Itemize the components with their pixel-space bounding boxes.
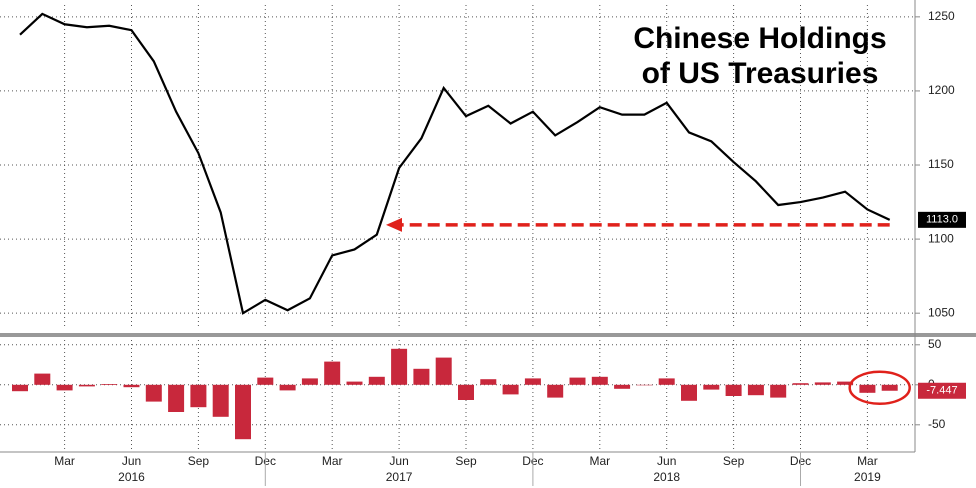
bar [34,373,51,385]
chart-subtitle: of US Treasuries [642,57,879,90]
x-tick-label: Jun [122,454,141,468]
bar [368,376,385,385]
bar [837,381,854,385]
last-value-label: 1113.0 [926,214,958,226]
bar [391,348,408,385]
bar [658,378,675,385]
last-value-box [918,211,966,228]
bar [859,384,876,393]
x-tick-label: Sep [188,454,210,468]
bar [324,361,341,385]
x-tick-label: Jun [389,454,408,468]
bar [770,384,787,398]
bar [235,384,251,440]
bar [78,384,95,387]
bar [190,384,207,408]
last-value-box [918,382,966,399]
x-tick-label: Mar [589,454,610,468]
y-tick-label: 1200 [928,83,955,97]
year-label: 2016 [118,470,145,484]
x-tick-label: Mar [322,454,343,468]
x-tick-label: Sep [455,454,477,468]
line [19,12,891,315]
bar [524,378,541,385]
arrow-head [386,217,402,232]
highlight-circle [848,370,911,406]
y-tick-label: 50 [928,337,942,351]
y-tick-label: 1050 [928,305,955,319]
y-tick-label: 1100 [928,231,954,245]
bar [792,383,809,385]
bar [101,384,118,385]
bar [814,382,831,385]
y-tick-label: 1250 [928,9,955,23]
bar [123,384,140,388]
bar [168,384,185,412]
x-tick-label: Mar [54,454,75,468]
last-value-label: -7.447 [926,385,957,397]
y-tick-label: 1150 [928,157,954,171]
bar [413,368,430,385]
year-label: 2017 [386,470,413,484]
bar [12,384,28,392]
bar [681,384,697,401]
bar [569,377,586,385]
bar [502,384,519,395]
bar [703,384,720,390]
year-label: 2019 [854,470,881,484]
bar [547,384,564,398]
bar [458,384,474,400]
x-tick-label: Sep [723,454,745,468]
bar [301,378,318,385]
bar [591,376,608,385]
year-label: 2018 [653,470,680,484]
bar [725,384,742,396]
bar [346,381,363,385]
chart-title: Chinese Holdings [633,22,886,55]
bar [881,384,898,391]
bar [480,379,497,385]
bar [636,384,653,386]
bar [145,384,162,402]
bar [257,377,274,385]
bar [212,384,229,417]
bar [614,384,631,389]
panel-divider [0,333,976,337]
bar [56,384,73,391]
bar [435,357,452,385]
y-tick-label: -50 [928,417,946,431]
bar [747,384,764,396]
bar [279,384,296,391]
x-tick-label: Mar [857,454,878,468]
x-tick-label: Jun [657,454,676,468]
